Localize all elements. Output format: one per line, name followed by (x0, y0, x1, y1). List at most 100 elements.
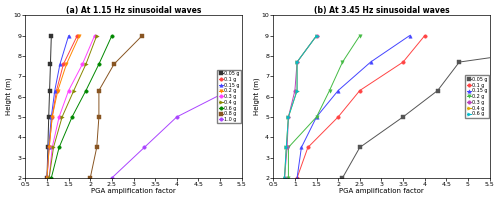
Line: 0.15 g: 0.15 g (296, 34, 412, 180)
0.2 g (44, 177, 50, 179)
0.6 g (69, 116, 75, 118)
0.3 g (282, 177, 288, 179)
0.05 g (45, 146, 51, 149)
Title: (b) At 3.45 Hz sinusoidal waves: (b) At 3.45 Hz sinusoidal waves (314, 6, 449, 15)
Line: 0.6 g: 0.6 g (50, 34, 114, 180)
0.05 g (48, 34, 54, 37)
0.2 g (64, 63, 70, 65)
Line: 1.0 g: 1.0 g (110, 34, 399, 180)
0.6 g (56, 146, 62, 149)
0.3 g (92, 34, 98, 37)
1.0 g (330, 63, 336, 65)
0.1 g (422, 34, 428, 37)
0.1 g (74, 34, 80, 37)
X-axis label: PGA amplification factor: PGA amplification factor (91, 188, 176, 194)
0.1 g (60, 63, 66, 65)
0.4 g (282, 177, 288, 179)
0.2 g (340, 61, 345, 63)
X-axis label: PGA amplification factor: PGA amplification factor (339, 188, 424, 194)
1.0 g (109, 177, 115, 179)
0.6 g (294, 61, 300, 63)
Line: 0.4 g: 0.4 g (283, 34, 318, 180)
0.4 g (294, 89, 300, 92)
0.2 g (46, 146, 52, 149)
Legend: 0.05 g, 0.1 g, 0.15 g, 0.2 g, 0.3 g, 0.4 g, 0.6 g, 0.8 g, 1.0 g: 0.05 g, 0.1 g, 0.15 g, 0.2 g, 0.3 g, 0.4… (218, 70, 240, 123)
0.4 g (314, 34, 320, 37)
0.4 g (294, 61, 300, 63)
0.1 g (294, 177, 300, 179)
0.4 g (46, 177, 52, 179)
Line: 0.2 g: 0.2 g (286, 34, 362, 180)
0.05 g (46, 116, 52, 118)
0.4 g (94, 34, 100, 37)
0.3 g (294, 61, 300, 63)
0.3 g (66, 89, 71, 92)
Line: 0.05 g: 0.05 g (341, 34, 500, 180)
Line: 0.4 g: 0.4 g (48, 34, 98, 180)
0.15 g (298, 146, 304, 149)
Legend: 0.05 g, 0.1 g, 0.15 g, 0.2 g, 0.3 g, 0.4 g, 0.6 g: 0.05 g, 0.1 g, 0.15 g, 0.2 g, 0.3 g, 0.4… (466, 75, 488, 118)
0.2 g (55, 89, 61, 92)
0.6 g (294, 89, 300, 92)
0.1 g (54, 89, 60, 92)
0.3 g (292, 89, 298, 92)
0.1 g (357, 89, 363, 92)
Line: 0.3 g: 0.3 g (48, 34, 96, 180)
0.15 g (406, 34, 412, 37)
0.3 g (286, 116, 292, 118)
Line: 0.1 g: 0.1 g (46, 34, 79, 180)
0.4 g (50, 146, 56, 149)
1.0 g (174, 116, 180, 118)
0.1 g (335, 116, 341, 118)
Line: 0.05 g: 0.05 g (46, 34, 53, 180)
0.05 g (48, 63, 54, 65)
0.15 g (294, 177, 300, 179)
0.1 g (46, 146, 52, 149)
Title: (a) At 1.15 Hz sinusoidal waves: (a) At 1.15 Hz sinusoidal waves (66, 6, 201, 15)
0.15 g (314, 116, 320, 118)
0.15 g (52, 89, 58, 92)
0.6 g (284, 146, 290, 149)
0.2 g (357, 34, 363, 37)
0.3 g (46, 177, 52, 179)
0.05 g (400, 116, 406, 118)
0.15 g (57, 63, 63, 65)
0.4 g (286, 116, 292, 118)
0.3 g (56, 116, 62, 118)
0.1 g (44, 177, 50, 179)
Line: 0.2 g: 0.2 g (46, 34, 81, 180)
0.8 g (139, 34, 145, 37)
0.2 g (76, 34, 82, 37)
Y-axis label: Height (m): Height (m) (6, 78, 12, 115)
0.15 g (44, 177, 50, 179)
0.3 g (80, 63, 86, 65)
0.05 g (357, 146, 363, 149)
0.05 g (456, 61, 462, 63)
0.05 g (434, 89, 440, 92)
0.8 g (96, 89, 102, 92)
0.3 g (49, 146, 55, 149)
0.8 g (94, 146, 100, 149)
1.0 g (394, 34, 400, 37)
0.15 g (46, 146, 52, 149)
Line: 0.1 g: 0.1 g (296, 34, 426, 180)
0.4 g (59, 116, 65, 118)
0.8 g (87, 177, 93, 179)
0.6 g (96, 63, 102, 65)
0.6 g (48, 177, 54, 179)
0.1 g (49, 116, 55, 118)
0.8 g (111, 63, 117, 65)
0.6 g (83, 89, 89, 92)
0.2 g (286, 146, 292, 149)
0.05 g (46, 89, 52, 92)
0.05 g (340, 177, 345, 179)
Line: 0.15 g: 0.15 g (46, 34, 70, 180)
0.8 g (96, 116, 102, 118)
0.6 g (314, 34, 320, 37)
0.1 g (400, 61, 406, 63)
0.3 g (284, 146, 290, 149)
0.6 g (286, 116, 292, 118)
0.15 g (48, 116, 54, 118)
Line: 0.6 g: 0.6 g (283, 34, 318, 180)
0.15 g (335, 89, 341, 92)
